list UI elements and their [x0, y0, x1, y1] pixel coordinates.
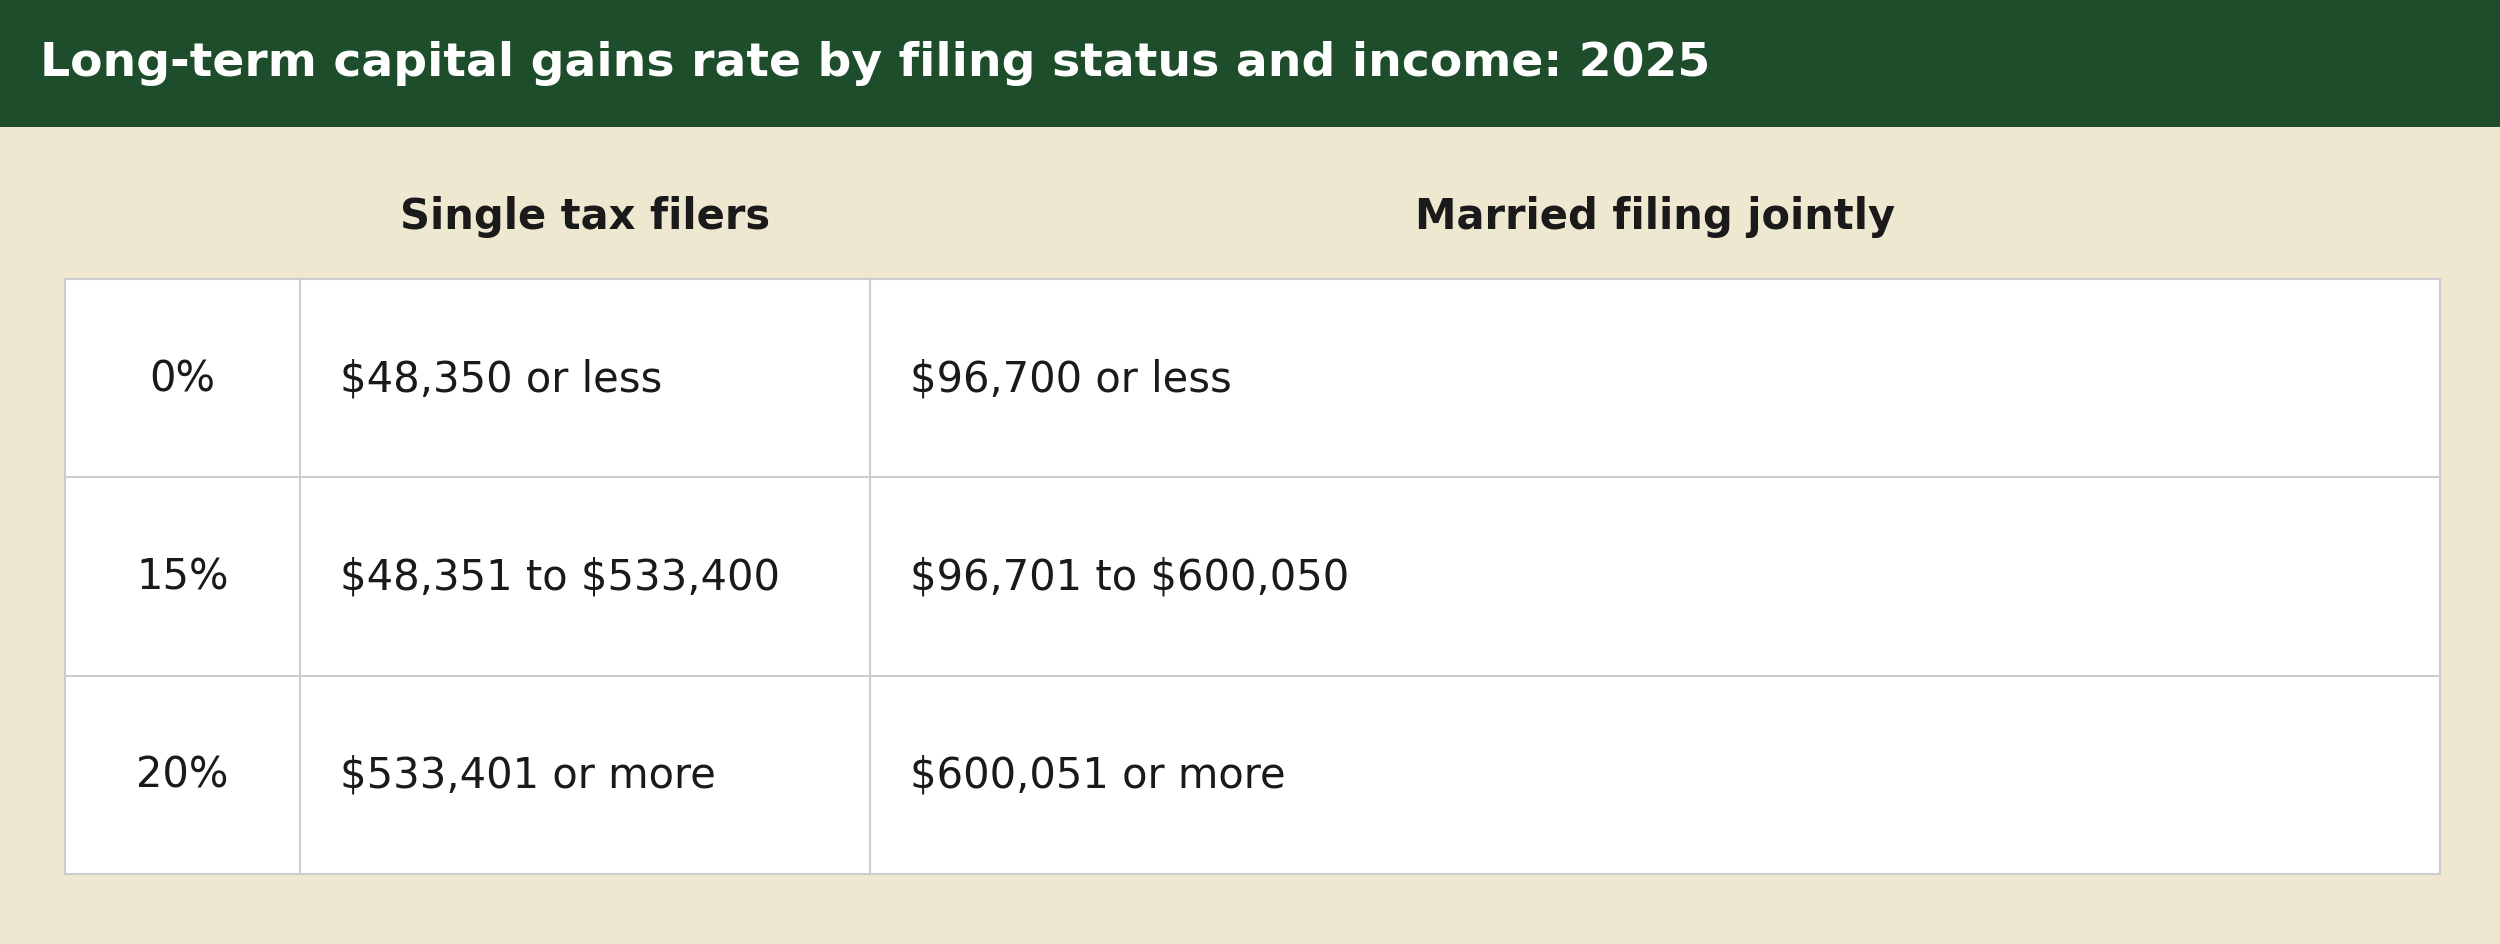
- Text: 20%: 20%: [138, 754, 228, 796]
- Text: 15%: 15%: [135, 556, 230, 598]
- Text: $600,051 or more: $600,051 or more: [910, 754, 1285, 796]
- Text: $96,700 or less: $96,700 or less: [910, 358, 1232, 399]
- Text: Married filing jointly: Married filing jointly: [1415, 196, 1895, 238]
- FancyBboxPatch shape: [0, 0, 2500, 127]
- Text: $48,351 to $533,400: $48,351 to $533,400: [340, 556, 780, 598]
- Text: Long-term capital gains rate by filing status and income: 2025: Long-term capital gains rate by filing s…: [40, 42, 1710, 87]
- Text: 0%: 0%: [150, 358, 215, 399]
- Text: Single tax filers: Single tax filers: [400, 196, 770, 238]
- FancyBboxPatch shape: [65, 279, 2440, 874]
- Text: $533,401 or more: $533,401 or more: [340, 754, 715, 796]
- Text: $96,701 to $600,050: $96,701 to $600,050: [910, 556, 1350, 598]
- Text: $48,350 or less: $48,350 or less: [340, 358, 662, 399]
